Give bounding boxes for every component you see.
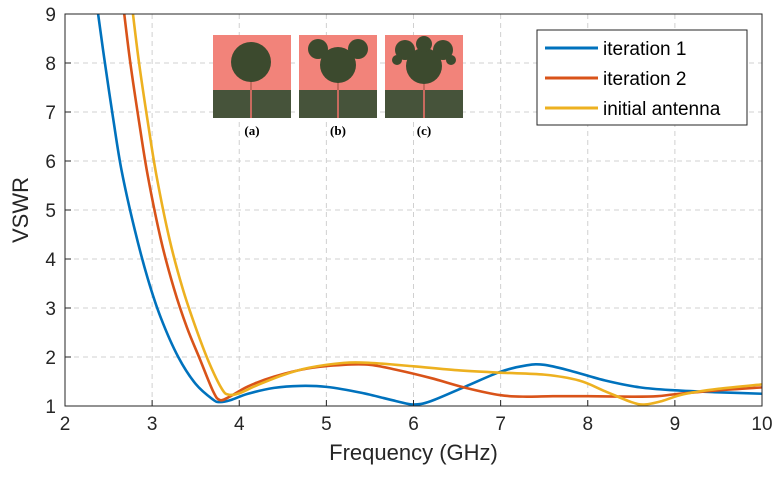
inset-caption-a: (a) <box>244 123 259 138</box>
x-tick-label: 9 <box>670 414 681 435</box>
y-tick-label: 8 <box>45 54 56 75</box>
y-tick-label: 3 <box>45 299 56 320</box>
series-layer <box>96 14 762 406</box>
y-axis-label: VSWR <box>8 177 33 243</box>
x-axis-label: Frequency (GHz) <box>329 440 498 465</box>
inset-antenna-b <box>299 35 377 118</box>
x-tick-label: 10 <box>751 414 772 435</box>
legend-label-iteration-1: iteration 1 <box>603 39 686 60</box>
inset-antenna-c <box>385 35 463 118</box>
x-tick-label: 2 <box>60 414 71 435</box>
y-tick-label: 5 <box>45 201 56 222</box>
x-tick-label: 8 <box>582 414 593 435</box>
legend: iteration 1 iteration 2 initial antenna <box>536 29 748 126</box>
x-tick-label: 6 <box>408 414 419 435</box>
series-line-iteration-1 <box>96 14 762 406</box>
series-line-initial-antenna <box>131 14 762 406</box>
y-tick-label: 7 <box>45 103 56 124</box>
legend-label-initial-antenna: initial antenna <box>603 99 721 120</box>
x-tick-label: 4 <box>234 414 245 435</box>
y-tick-label: 6 <box>45 152 56 173</box>
antenna-inset: (a) (b) (c) <box>213 35 463 138</box>
legend-label-iteration-2: iteration 2 <box>603 69 686 90</box>
y-tick-label: 4 <box>45 250 56 271</box>
x-tick-label: 3 <box>147 414 158 435</box>
x-tick-label: 5 <box>321 414 332 435</box>
inset-caption-c: (c) <box>417 123 431 138</box>
y-tick-label: 9 <box>45 5 56 26</box>
inset-antenna-a <box>213 35 291 118</box>
y-tick-label: 1 <box>45 397 56 418</box>
inset-caption-b: (b) <box>330 123 346 138</box>
y-tick-label: 2 <box>45 348 56 369</box>
x-tick-label: 7 <box>495 414 506 435</box>
